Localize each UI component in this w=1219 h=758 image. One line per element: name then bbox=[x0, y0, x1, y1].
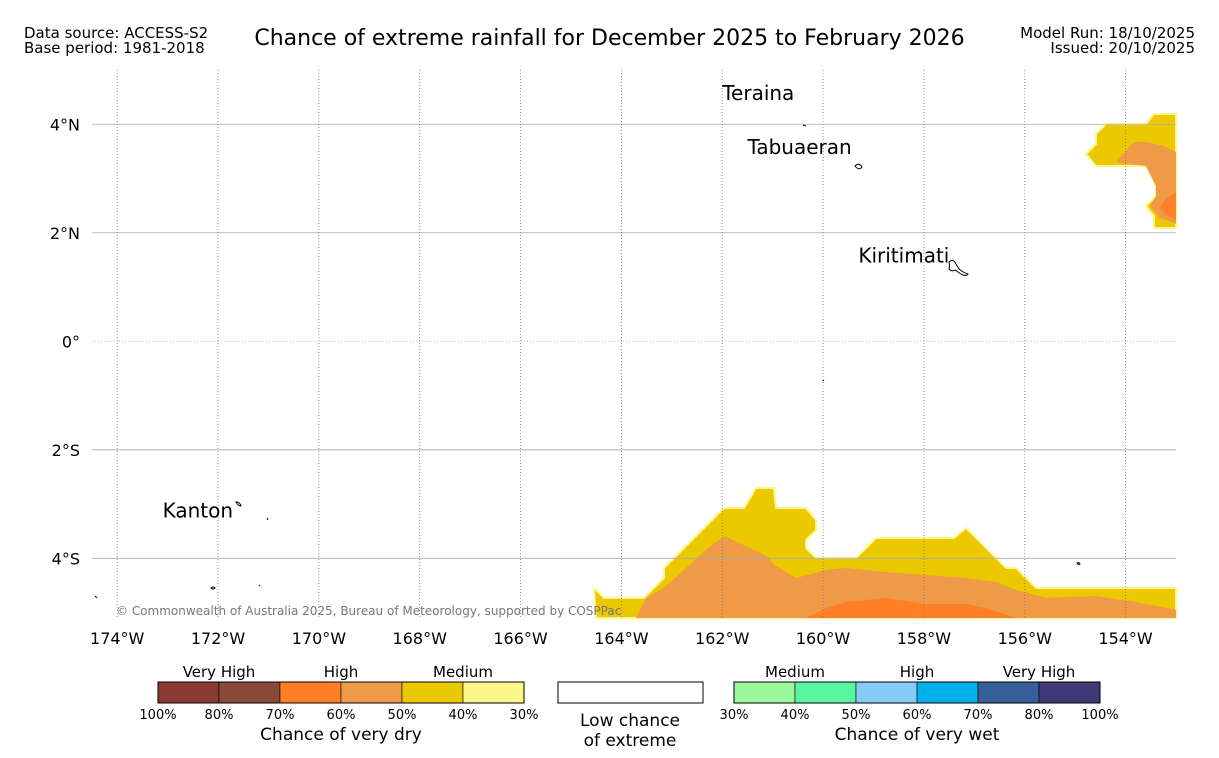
legend-wet-tick: 100% bbox=[1081, 708, 1118, 723]
place-labels: Teraina Tabuaeran Kiritimati Kanton bbox=[163, 81, 950, 523]
base-period-text: Base period: 1981-2018 bbox=[24, 39, 205, 57]
legend-dry-swatches bbox=[157, 681, 525, 704]
legend-wet-swatch bbox=[855, 681, 918, 704]
legend-wet-tick: 30% bbox=[720, 708, 749, 723]
legend-wet-group-label: Very High bbox=[1003, 663, 1076, 681]
malden-island-icon bbox=[1076, 562, 1081, 565]
lon-tick-label: 162°W bbox=[695, 629, 750, 648]
legend-wet-tick: 40% bbox=[781, 708, 810, 723]
legend-dry-tick: 30% bbox=[510, 708, 539, 723]
legend-dry-group-label: High bbox=[324, 663, 358, 681]
lat-tick-label: 2°S bbox=[52, 441, 80, 460]
island-outlines bbox=[94, 124, 1081, 599]
dry-60-70-area-south bbox=[806, 598, 1016, 618]
lon-tick-label: 164°W bbox=[594, 629, 649, 648]
lat-tick-label: 2°N bbox=[50, 224, 80, 243]
legend-dry-swatch bbox=[340, 681, 403, 704]
map-axis-ticks: 4°N 2°N 0° 2°S 4°S 174°W 172°W 170°W 168°W 166°W 1… bbox=[50, 115, 1153, 648]
legend-wet-swatch bbox=[794, 681, 857, 704]
lon-tick-label: 170°W bbox=[292, 629, 347, 648]
legend-dry-tick: 50% bbox=[388, 708, 417, 723]
legend-neutral: Low chance of extreme bbox=[557, 681, 704, 751]
lon-tick-label: 160°W bbox=[796, 629, 851, 648]
legend-wet-tick: 50% bbox=[842, 708, 871, 723]
legend-wet-group-label: High bbox=[900, 663, 934, 681]
tabuaeran-island-icon bbox=[854, 163, 863, 170]
legend-wet-swatch bbox=[916, 681, 979, 704]
lat-tick-label: 0° bbox=[62, 332, 80, 351]
legend-wet-swatches bbox=[733, 681, 1101, 704]
legend-wet-tick: 60% bbox=[903, 708, 932, 723]
legend-dry-tick: 70% bbox=[266, 708, 295, 723]
dry-50-60-area-south bbox=[636, 536, 1176, 618]
legend-dry-swatch bbox=[218, 681, 281, 704]
lon-tick-label: 156°W bbox=[998, 629, 1053, 648]
legend-dry-tick: 60% bbox=[327, 708, 356, 723]
legend-dry-swatch bbox=[279, 681, 342, 704]
legend-dry-ticks: 100% 80% 70% 60% 50% 40% 30% bbox=[139, 708, 538, 723]
legend-dry-group-label: Medium bbox=[433, 663, 493, 681]
legend-dry-swatch bbox=[462, 681, 525, 704]
legend-wet: Medium High Very High 30% 40% 50% 60% 70% 80% 10… bbox=[720, 663, 1119, 745]
lon-tick-label: 154°W bbox=[1098, 629, 1153, 648]
dry-region-south bbox=[592, 487, 1177, 619]
legend-dry-title: Chance of very dry bbox=[260, 725, 422, 745]
legend-wet-group-label: Medium bbox=[765, 663, 825, 681]
legend-wet-tick: 80% bbox=[1025, 708, 1054, 723]
copyright-notice: © Commonwealth of Australia 2025, Bureau… bbox=[116, 604, 621, 618]
legend-dry-tick: 40% bbox=[449, 708, 478, 723]
legend-neutral-swatch bbox=[557, 681, 704, 704]
west-island-icon bbox=[94, 595, 98, 599]
place-label-tabuaeran: Tabuaeran bbox=[746, 135, 851, 159]
issued-date-text: Issued: 20/10/2025 bbox=[1050, 39, 1195, 57]
legend-wet-group-labels: Medium High Very High bbox=[765, 663, 1075, 681]
legend-dry: Very High High Medium 100% 80% 70% 60% 50% 40% 3… bbox=[139, 663, 538, 745]
lon-tick-label: 172°W bbox=[191, 629, 246, 648]
dry-region-northeast bbox=[1084, 113, 1177, 229]
lat-tick-label: 4°N bbox=[50, 115, 80, 134]
data-source-text: Data source: ACCESS-S2 bbox=[24, 24, 209, 42]
place-label-kanton: Kanton bbox=[163, 499, 233, 523]
legend-wet-ticks: 30% 40% 50% 60% 70% 80% 100% bbox=[720, 708, 1119, 723]
kiritimati-island-icon bbox=[948, 259, 969, 276]
legend-dry-swatch bbox=[401, 681, 464, 704]
legend-neutral-line2: of extreme bbox=[584, 731, 677, 751]
lon-tick-label: 166°W bbox=[493, 629, 548, 648]
enderbury-island-icon bbox=[266, 517, 269, 521]
map-title: Chance of extreme rainfall for December … bbox=[254, 26, 965, 51]
lat-tick-label: 4°S bbox=[52, 549, 80, 568]
legend-wet-swatch bbox=[977, 681, 1040, 704]
lon-tick-label: 174°W bbox=[90, 629, 145, 648]
place-label-kiritimati: Kiritimati bbox=[858, 244, 949, 268]
legend-wet-tick: 70% bbox=[964, 708, 993, 723]
rawaki-island-icon bbox=[258, 584, 261, 587]
jarvis-island-icon bbox=[822, 379, 825, 382]
dry-60-70-area-northeast bbox=[1160, 192, 1176, 220]
place-label-teraina: Teraina bbox=[721, 81, 794, 105]
teraina-island-icon bbox=[802, 124, 807, 127]
legend-dry-group-label: Very High bbox=[183, 663, 256, 681]
legend-wet-frame bbox=[733, 681, 1101, 704]
dry-50-60-area-northeast bbox=[1116, 142, 1176, 224]
map-grid bbox=[92, 70, 1176, 618]
legend-dry-frame bbox=[157, 681, 525, 704]
lon-tick-label: 158°W bbox=[897, 629, 952, 648]
legend-neutral-line1: Low chance bbox=[580, 711, 680, 731]
legend-wet-swatch bbox=[1038, 681, 1101, 704]
lon-tick-label: 168°W bbox=[393, 629, 448, 648]
legend-wet-title: Chance of very wet bbox=[835, 725, 1000, 745]
legend-dry-tick: 80% bbox=[205, 708, 234, 723]
legend-dry-swatch bbox=[157, 681, 220, 704]
kanton-island-icon bbox=[235, 501, 242, 507]
model-run-text: Model Run: 18/10/2025 bbox=[1020, 24, 1195, 42]
legend-dry-group-labels: Very High High Medium bbox=[183, 663, 493, 681]
legend-wet-swatch bbox=[733, 681, 796, 704]
legend-dry-tick: 100% bbox=[139, 708, 176, 723]
birnie-island-icon bbox=[210, 586, 216, 590]
